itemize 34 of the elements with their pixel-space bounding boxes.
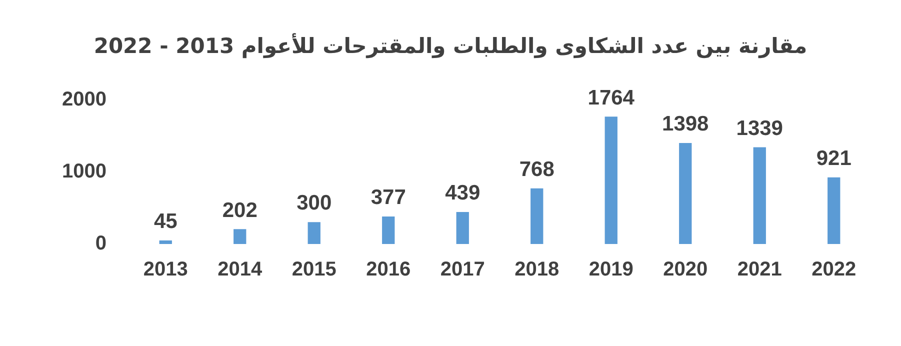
x-tick-label: 2021: [737, 258, 782, 281]
data-label: 45: [154, 210, 178, 234]
bar: [234, 229, 246, 244]
bar: [753, 147, 766, 244]
data-label: 377: [370, 186, 406, 210]
x-tick-label: 2017: [440, 258, 485, 281]
chart-title: مقارنة بين عدد الشكاوى والطلبات والمقترحات للأعوام 2013 - 2022: [92, 34, 808, 58]
bar: [159, 240, 172, 244]
data-label: 1339: [736, 116, 783, 140]
bar: [382, 216, 395, 244]
bar: [828, 177, 840, 244]
x-tick-label: 2013: [143, 258, 188, 281]
x-tick-label: 2015: [292, 258, 336, 281]
data-label: 439: [445, 182, 480, 205]
y-tick-label: 2000: [62, 88, 106, 111]
bar: [679, 143, 692, 244]
y-tick-label: 0: [95, 232, 106, 255]
x-tick-label: 2020: [663, 258, 708, 281]
y-tick-label: 1000: [62, 160, 106, 183]
x-tick-label: 2022: [812, 258, 856, 281]
data-label: 768: [519, 158, 555, 181]
bar: [530, 188, 544, 244]
bar: [604, 116, 618, 244]
x-tick-label: 2014: [218, 258, 263, 281]
x-tick-label: 2019: [588, 258, 634, 281]
data-label: 1398: [662, 112, 710, 136]
bar: [308, 222, 320, 244]
data-label: 921: [816, 146, 852, 170]
data-label: 1764: [588, 86, 635, 110]
data-label: 202: [222, 198, 258, 222]
x-tick-label: 2018: [514, 258, 560, 281]
bar: [456, 212, 469, 244]
data-label: 300: [296, 192, 332, 215]
x-tick-label: 2016: [366, 258, 411, 281]
